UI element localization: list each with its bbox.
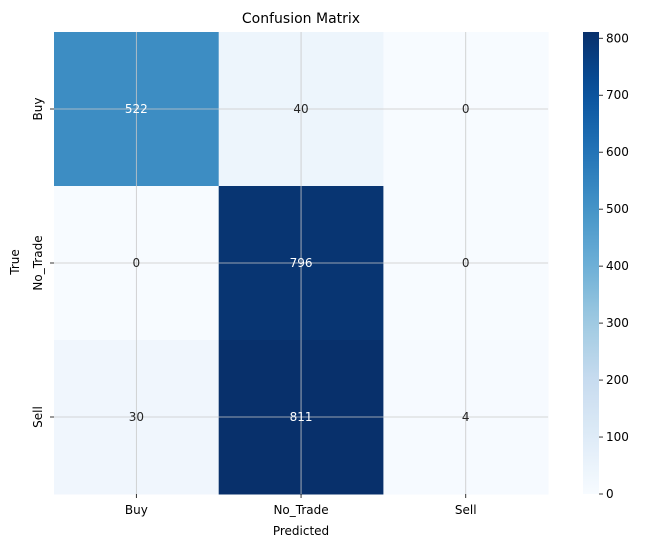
x-axis-label: Predicted	[273, 524, 329, 538]
cell-annotation-0-1: 40	[293, 102, 308, 116]
colorbar-tick-label: 300	[606, 316, 629, 330]
cell-annotation-0-0: 522	[125, 102, 148, 116]
colorbar-tick-label: 600	[606, 145, 629, 159]
y-tick-label: Sell	[31, 406, 45, 428]
cell-annotation-0-2: 0	[462, 102, 470, 116]
x-tick-label: Sell	[455, 503, 477, 517]
x-axis: Buy No_Trade Sell	[125, 494, 477, 517]
cell-annotations: 522 40 0 0 796 0 30 811 4	[125, 102, 470, 424]
y-axis-label: True	[8, 249, 22, 276]
colorbar-tick-label: 800	[606, 31, 629, 45]
x-tick-label: No_Trade	[273, 503, 328, 517]
cell-annotation-2-0: 30	[129, 410, 144, 424]
colorbar-tick-label: 200	[606, 373, 629, 387]
colorbar-tick-label: 700	[606, 88, 629, 102]
colorbar-tick-label: 500	[606, 202, 629, 216]
colorbar-gradient	[583, 32, 599, 494]
chart-title: Confusion Matrix	[242, 11, 360, 27]
x-tick-label: Buy	[125, 503, 148, 517]
y-axis: Buy No_Trade Sell	[31, 98, 54, 428]
cell-annotation-2-2: 4	[462, 410, 470, 424]
cell-annotation-2-1: 811	[290, 410, 313, 424]
cell-annotation-1-2: 0	[462, 256, 470, 270]
colorbar-tick-label: 0	[606, 487, 614, 501]
colorbar-tick-label: 400	[606, 259, 629, 273]
y-tick-label: Buy	[31, 98, 45, 121]
cell-annotation-1-1: 796	[290, 256, 313, 270]
cell-annotation-1-0: 0	[133, 256, 141, 270]
colorbar-tick-label: 100	[606, 430, 629, 444]
y-tick-label: No_Trade	[31, 235, 45, 290]
colorbar: 0 100 200 300 400 500 600 700 800	[583, 31, 629, 501]
grid-lines	[54, 32, 549, 494]
